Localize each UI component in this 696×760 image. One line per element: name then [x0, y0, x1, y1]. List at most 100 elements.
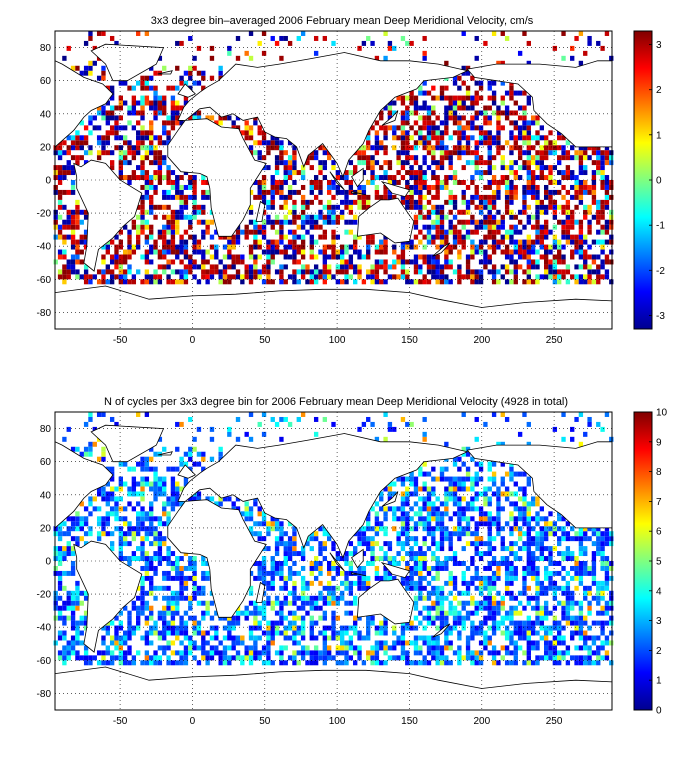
data-cell — [279, 264, 284, 270]
data-cell — [300, 165, 306, 171]
data-cell — [379, 526, 384, 532]
data-cell — [526, 274, 531, 280]
data-cell — [253, 150, 258, 156]
data-cell — [557, 244, 562, 250]
data-cell — [504, 561, 510, 566]
data-cell — [448, 625, 453, 631]
data-cell — [322, 610, 327, 616]
data-cell — [504, 279, 510, 285]
data-cell — [457, 660, 462, 666]
data-cell — [409, 556, 414, 561]
data-cell — [201, 640, 206, 646]
data-cell — [192, 204, 197, 210]
data-cell — [544, 229, 549, 235]
data-cell — [361, 536, 367, 542]
data-cell — [504, 496, 510, 502]
data-cell — [149, 279, 154, 285]
data-cell — [435, 521, 440, 527]
data-cell — [114, 244, 119, 250]
data-cell — [409, 239, 414, 245]
data-cell — [535, 496, 540, 502]
data-cell — [140, 175, 145, 180]
data-cell — [162, 239, 167, 245]
data-cell — [70, 561, 76, 566]
data-cell — [513, 125, 518, 131]
data-cell — [101, 274, 106, 280]
data-cell — [144, 620, 150, 626]
data-cell — [331, 630, 336, 636]
data-cell — [387, 115, 393, 121]
data-cell — [179, 640, 184, 646]
data-cell — [591, 635, 597, 641]
data-cell — [496, 115, 501, 121]
data-cell — [483, 600, 488, 606]
data-cell — [392, 516, 397, 522]
data-cell — [578, 655, 584, 661]
data-cell — [405, 561, 410, 566]
data-cell — [448, 590, 453, 596]
data-cell — [413, 585, 419, 591]
data-cell — [513, 516, 518, 522]
data-cell — [144, 650, 150, 656]
data-cell — [266, 214, 271, 220]
data-cell — [153, 486, 158, 492]
data-cell — [383, 125, 388, 131]
data-cell — [474, 630, 479, 636]
data-cell — [530, 279, 536, 285]
data-cell — [192, 80, 197, 86]
data-cell — [370, 660, 375, 666]
data-cell — [261, 269, 267, 275]
data-cell — [539, 541, 544, 547]
data-cell — [461, 189, 466, 195]
data-cell — [435, 175, 440, 180]
data-cell — [357, 269, 362, 275]
data-cell — [522, 199, 527, 205]
data-cell — [205, 650, 210, 656]
data-cell — [326, 561, 332, 566]
data-cell — [405, 180, 410, 185]
data-cell — [422, 516, 427, 522]
data-cell — [248, 610, 254, 616]
data-cell — [522, 620, 527, 626]
data-cell — [574, 189, 579, 195]
data-cell — [526, 615, 531, 621]
data-cell — [483, 239, 488, 245]
data-cell — [209, 635, 215, 641]
data-cell — [144, 170, 150, 176]
data-cell — [318, 145, 323, 151]
data-cell — [379, 660, 384, 666]
data-cell — [109, 110, 115, 116]
data-cell — [452, 80, 458, 86]
data-cell — [439, 605, 445, 611]
data-cell — [439, 600, 445, 606]
data-cell — [496, 194, 501, 200]
data-cell — [70, 526, 76, 532]
data-cell — [62, 635, 67, 641]
data-cell — [526, 421, 531, 427]
data-cell — [357, 565, 362, 571]
data-cell — [552, 615, 558, 621]
data-cell — [266, 150, 271, 156]
data-cell — [248, 600, 254, 606]
data-cell — [461, 531, 466, 537]
data-cell — [283, 194, 288, 200]
data-cell — [326, 269, 332, 275]
data-cell — [127, 635, 132, 641]
data-cell — [504, 165, 510, 171]
data-cell — [452, 625, 458, 631]
data-cell — [609, 224, 614, 230]
data-cell — [604, 194, 610, 200]
data-cell — [287, 570, 293, 576]
data-cell — [457, 615, 462, 621]
data-cell — [83, 506, 89, 512]
data-cell — [431, 105, 436, 111]
data-cell — [461, 561, 466, 566]
data-cell — [383, 551, 388, 557]
data-cell — [509, 551, 514, 557]
data-cell — [452, 120, 458, 126]
data-cell — [431, 491, 436, 497]
data-cell — [448, 600, 453, 606]
data-cell — [609, 209, 614, 215]
data-cell — [426, 501, 432, 507]
data-cell — [452, 526, 458, 532]
